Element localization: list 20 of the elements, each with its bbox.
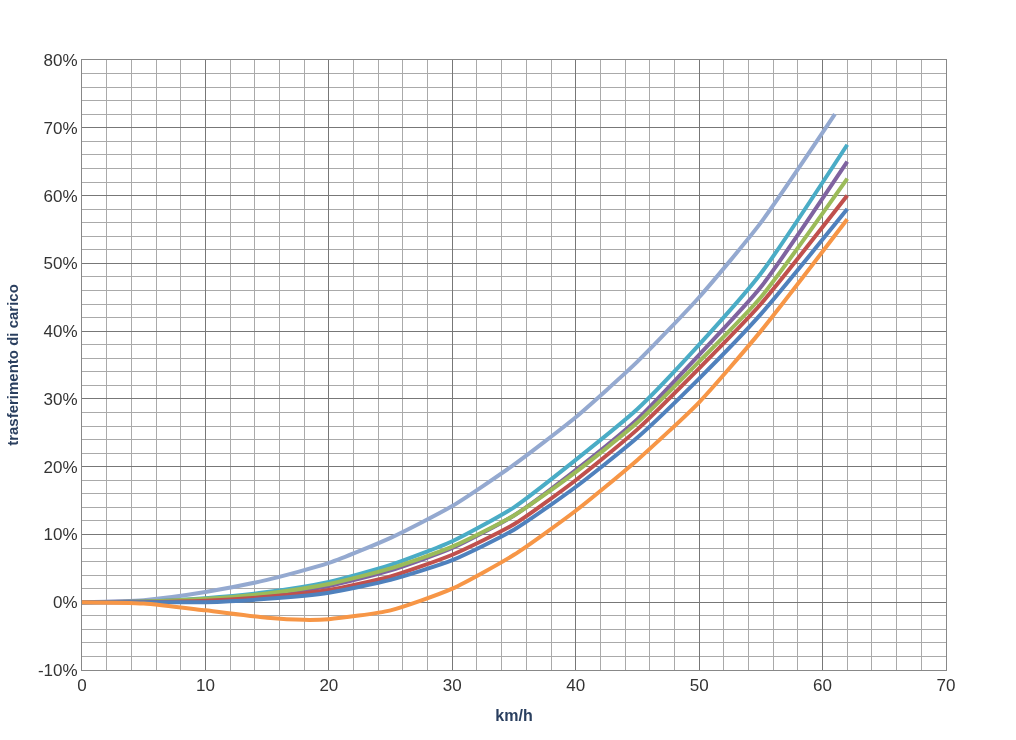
x-tick-label: 20 <box>319 676 339 696</box>
x-tick-label: 10 <box>195 676 215 696</box>
y-tick-label: 30% <box>43 389 78 409</box>
x-tick-label: 0 <box>77 676 87 696</box>
x-axis-title: km/h <box>495 707 533 725</box>
y-tick-label: 0% <box>53 593 78 613</box>
y-tick-label: 10% <box>43 525 78 545</box>
y-tick-label: 20% <box>43 457 78 477</box>
x-tick-label: 70 <box>936 676 956 696</box>
x-tick-label: 40 <box>566 676 586 696</box>
y-axis-title: trasferimento di carico <box>4 284 22 446</box>
x-tick-label: 30 <box>442 676 462 696</box>
x-tick-label: 50 <box>689 676 709 696</box>
x-tick-label: 60 <box>813 676 833 696</box>
y-tick-label: 70% <box>43 118 78 138</box>
y-tick-label: 50% <box>43 254 78 274</box>
y-tick-label: 80% <box>43 50 78 70</box>
y-tick-label: -10% <box>37 660 78 680</box>
y-tick-label: 60% <box>43 186 78 206</box>
y-tick-label: 40% <box>43 322 78 342</box>
